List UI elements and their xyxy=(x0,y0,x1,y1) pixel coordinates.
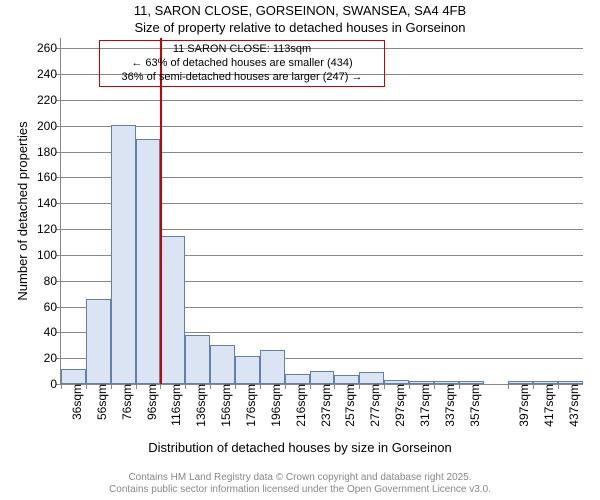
histogram-bar xyxy=(334,375,359,384)
histogram-bar xyxy=(185,335,210,384)
histogram-bar xyxy=(285,374,310,384)
y-tick-label: 0 xyxy=(50,377,61,391)
footer-attribution: Contains HM Land Registry data © Crown c… xyxy=(0,472,600,496)
grid-line xyxy=(61,126,583,127)
x-tick-label: 417sqm xyxy=(536,384,556,427)
y-tick-label: 200 xyxy=(37,119,61,133)
histogram-bar xyxy=(260,350,285,384)
y-tick-label: 80 xyxy=(44,274,61,288)
histogram-bar xyxy=(359,372,384,384)
histogram-bar xyxy=(310,371,335,384)
y-tick-label: 20 xyxy=(44,351,61,365)
x-tick-label: 297sqm xyxy=(387,384,407,427)
histogram-bar xyxy=(235,356,260,384)
callout-box: 11 SARON CLOSE: 113sqm← 63% of detached … xyxy=(99,40,385,87)
x-tick-mark xyxy=(409,384,410,389)
x-tick-mark xyxy=(185,384,186,389)
histogram-bar xyxy=(136,139,161,384)
x-tick-label: 277sqm xyxy=(362,384,382,427)
x-tick-mark xyxy=(533,384,534,389)
x-tick-label: 136sqm xyxy=(188,384,208,427)
x-tick-label: 337sqm xyxy=(437,384,457,427)
y-tick-label: 60 xyxy=(44,300,61,314)
x-tick-label: 56sqm xyxy=(89,384,109,420)
x-tick-label: 317sqm xyxy=(412,384,432,427)
x-tick-label: 116sqm xyxy=(163,384,183,426)
x-tick-label: 216sqm xyxy=(288,384,308,427)
x-axis-label: Distribution of detached houses by size … xyxy=(0,440,600,455)
grid-line xyxy=(61,100,583,101)
x-tick-mark xyxy=(508,384,509,389)
x-tick-label: 36sqm xyxy=(64,384,84,420)
x-tick-label: 156sqm xyxy=(213,384,233,427)
x-tick-mark xyxy=(260,384,261,389)
x-tick-label: 357sqm xyxy=(462,384,482,427)
x-tick-mark xyxy=(61,384,62,389)
y-axis-label: Number of detached properties xyxy=(15,121,30,300)
x-tick-mark xyxy=(459,384,460,389)
x-tick-label: 76sqm xyxy=(114,384,134,420)
y-tick-label: 220 xyxy=(37,93,61,107)
x-tick-mark xyxy=(210,384,211,389)
x-tick-mark xyxy=(384,384,385,389)
x-tick-label: 257sqm xyxy=(337,384,357,427)
callout-line: ← 63% of detached houses are smaller (43… xyxy=(104,57,380,71)
callout-line: 36% of semi-detached houses are larger (… xyxy=(104,71,380,85)
title-line-1: 11, SARON CLOSE, GORSEINON, SWANSEA, SA4… xyxy=(0,3,600,20)
y-tick-label: 160 xyxy=(37,170,61,184)
x-tick-mark xyxy=(235,384,236,389)
footer-line-1: Contains HM Land Registry data © Crown c… xyxy=(0,472,600,484)
x-tick-mark xyxy=(136,384,137,389)
x-tick-label: 96sqm xyxy=(139,384,159,420)
marker-line xyxy=(160,38,162,384)
x-tick-label: 237sqm xyxy=(313,384,333,427)
histogram-bar xyxy=(111,125,136,385)
x-tick-mark xyxy=(359,384,360,389)
chart-container: 11, SARON CLOSE, GORSEINON, SWANSEA, SA4… xyxy=(0,0,600,500)
y-tick-label: 260 xyxy=(37,41,61,55)
chart-title: 11, SARON CLOSE, GORSEINON, SWANSEA, SA4… xyxy=(0,0,600,37)
callout-line: 11 SARON CLOSE: 113sqm xyxy=(104,43,380,57)
y-tick-label: 140 xyxy=(37,196,61,210)
x-tick-mark xyxy=(160,384,161,389)
y-tick-label: 100 xyxy=(37,248,61,262)
x-tick-label: 437sqm xyxy=(561,384,581,427)
y-tick-label: 240 xyxy=(37,67,61,81)
x-tick-label: 397sqm xyxy=(511,384,531,427)
x-tick-mark xyxy=(285,384,286,389)
x-tick-label: 176sqm xyxy=(238,384,258,427)
histogram-bar xyxy=(86,299,111,384)
histogram-bar xyxy=(210,345,235,384)
title-line-2: Size of property relative to detached ho… xyxy=(0,20,600,37)
x-tick-mark xyxy=(86,384,87,389)
histogram-bar xyxy=(160,236,185,384)
footer-line-2: Contains public sector information licen… xyxy=(0,484,600,496)
plot-area: 02040608010012014016018020022024026011 S… xyxy=(60,38,583,385)
x-tick-mark xyxy=(334,384,335,389)
x-tick-mark xyxy=(310,384,311,389)
y-tick-label: 180 xyxy=(37,145,61,159)
x-tick-mark xyxy=(111,384,112,389)
y-tick-label: 120 xyxy=(37,222,61,236)
x-tick-label: 196sqm xyxy=(263,384,283,427)
y-tick-label: 40 xyxy=(44,325,61,339)
x-tick-mark xyxy=(558,384,559,389)
x-tick-mark xyxy=(434,384,435,389)
histogram-bar xyxy=(61,369,86,384)
